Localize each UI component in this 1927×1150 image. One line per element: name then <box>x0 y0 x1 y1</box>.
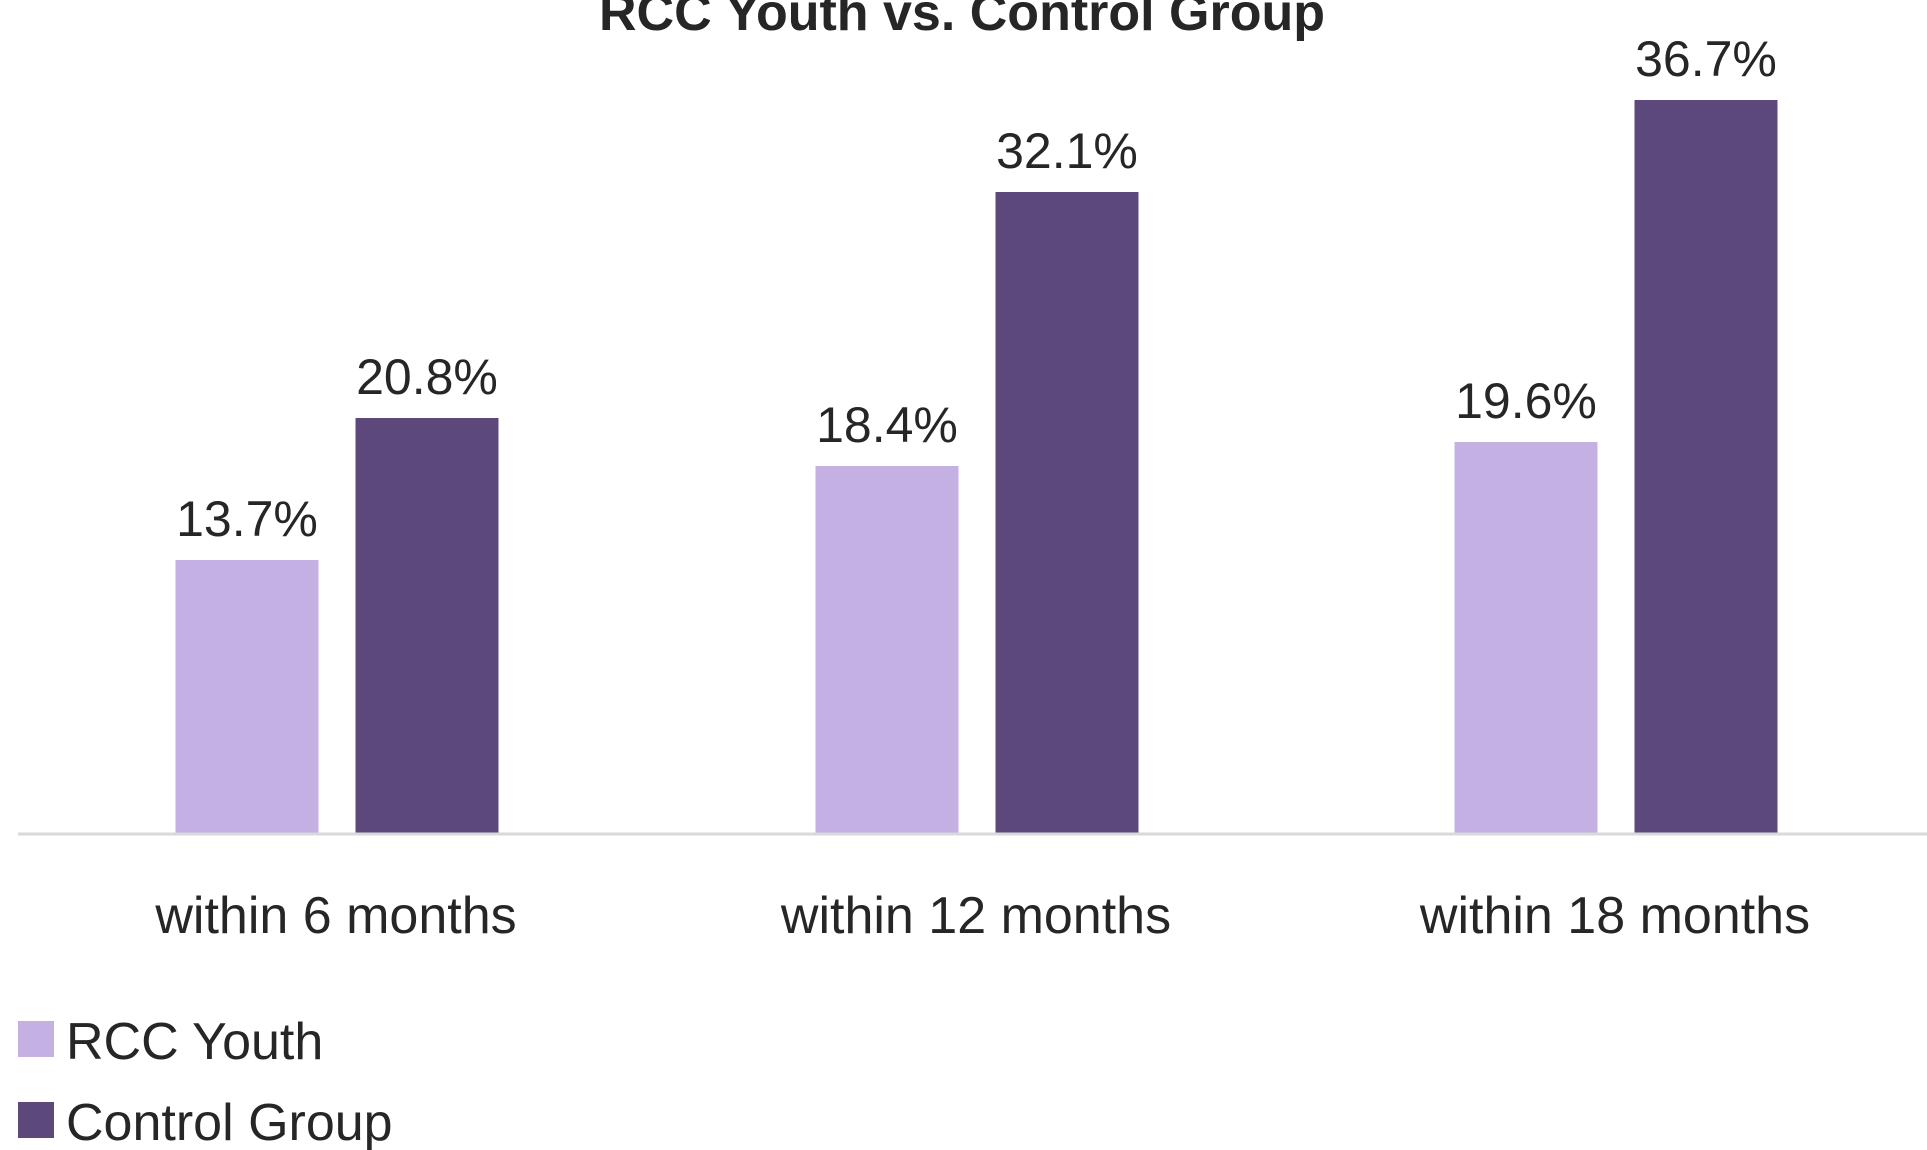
legend-swatch-rcc-youth <box>18 1021 54 1057</box>
legend-label-control-group: Control Group <box>66 1094 393 1150</box>
x-tick-label-group: within 6 months within 12 months within 18… <box>154 887 1810 945</box>
x-tick-label-1: within 12 months <box>780 887 1171 945</box>
bar-group <box>175 100 1778 834</box>
bar-control-group-2 <box>1634 100 1778 834</box>
chart-title: RCC Youth vs. Control Group <box>599 0 1325 42</box>
legend-swatch-control-group <box>18 1102 54 1138</box>
data-label-control-group-1: 32.1% <box>996 123 1138 179</box>
legend: RCC Youth Control Group <box>18 1013 393 1150</box>
bar-control-group-0 <box>355 418 499 834</box>
x-tick-label-0: within 6 months <box>154 887 516 945</box>
bar-rcc-youth-1 <box>815 466 959 834</box>
data-label-control-group-2: 36.7% <box>1635 31 1777 87</box>
data-label-group: 13.7% 18.4% 19.6% 20.8% 32.1% 36.7% <box>176 31 1777 547</box>
data-label-rcc-youth-1: 18.4% <box>816 397 958 453</box>
bar-control-group-1 <box>995 192 1139 834</box>
legend-label-rcc-youth: RCC Youth <box>66 1013 323 1071</box>
x-tick-label-2: within 18 months <box>1419 887 1810 945</box>
bar-rcc-youth-2 <box>1454 442 1598 834</box>
data-label-rcc-youth-0: 13.7% <box>176 491 318 547</box>
data-label-control-group-0: 20.8% <box>356 349 498 405</box>
bar-rcc-youth-0 <box>175 560 319 834</box>
data-label-rcc-youth-2: 19.6% <box>1455 373 1597 429</box>
